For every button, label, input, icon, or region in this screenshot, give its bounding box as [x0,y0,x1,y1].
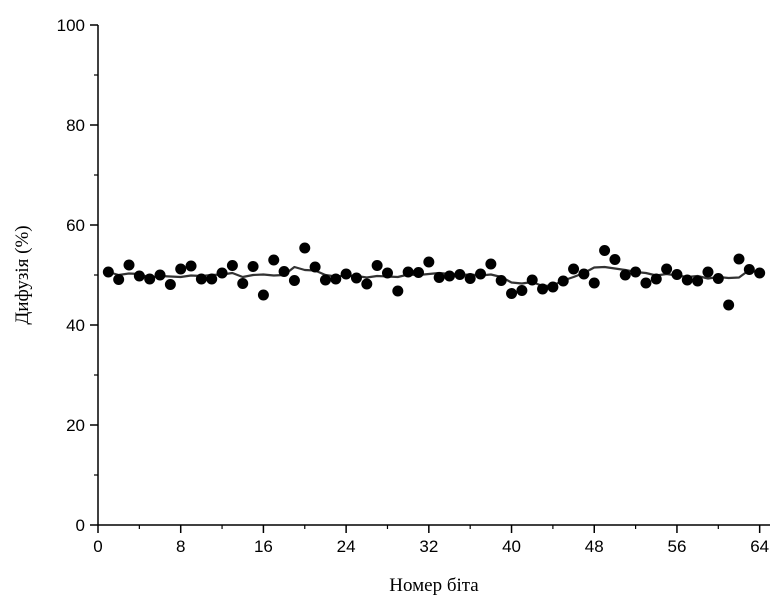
data-point [133,270,145,282]
y-tick-label: 0 [76,516,85,535]
data-point [454,269,466,280]
data-point [578,268,590,280]
data-point [330,273,342,285]
data-point [237,278,249,289]
x-axis-title: Номер біта [389,575,479,596]
x-tick-label: 56 [667,537,686,556]
data-point [444,270,456,282]
x-tick-label: 64 [750,537,769,556]
y-tick-label: 60 [66,216,85,235]
data-point [547,281,559,293]
data-point [433,272,445,283]
data-point [340,268,352,280]
data-point [609,254,621,265]
data-point [640,277,652,289]
data-point [381,267,393,279]
data-point [671,269,683,280]
data-point [113,274,125,285]
data-point [278,266,290,277]
data-point [495,275,507,286]
data-point [361,278,373,290]
data-point [723,299,735,311]
data-point [216,267,228,279]
data-point [195,273,207,285]
data-point [154,269,166,281]
data-point [164,279,176,290]
data-point [123,259,135,271]
data-point [464,273,476,284]
y-tick-label: 20 [66,416,85,435]
data-point [754,267,766,279]
data-point [392,285,404,297]
data-point [619,269,631,281]
data-point [588,277,600,289]
data-point [257,289,269,301]
data-point [599,245,611,256]
data-point [568,263,580,275]
data-point [402,266,414,278]
data-point [506,288,518,299]
data-point [144,273,156,285]
data-point [661,263,673,275]
data-point [268,254,280,266]
x-tick-label: 24 [337,537,356,556]
data-point [630,266,642,278]
x-tick-label: 48 [585,537,604,556]
x-tick-label: 8 [176,537,185,556]
data-point [102,266,114,278]
data-point [681,274,693,286]
y-axis-title: Дифузія (%) [12,225,33,324]
y-tick-label: 100 [57,16,85,35]
data-point [299,242,311,254]
data-point [526,274,538,286]
x-tick-label: 40 [502,537,521,556]
data-point [557,275,569,287]
data-point [423,256,435,268]
y-tick-label: 80 [66,116,85,135]
data-point [226,260,238,271]
x-tick-label: 0 [93,537,102,556]
data-point [412,267,424,278]
data-point [247,261,259,272]
data-point [319,274,331,286]
series-points [102,242,766,311]
tick-labels: 0 8 16 24 32 40 48 56 64 0 20 40 60 80 100 [57,16,769,556]
data-point [309,261,321,273]
data-point [712,273,724,284]
y-tick-label: 40 [66,316,85,335]
data-point [185,260,197,272]
data-point [702,266,714,278]
x-tick-label: 16 [254,537,273,556]
data-point [475,268,487,280]
data-point [350,272,362,284]
data-point [516,285,528,296]
x-tick-label: 32 [419,537,438,556]
data-point [743,264,755,275]
data-point [175,263,187,275]
data-point [485,258,497,270]
data-point [206,273,218,285]
data-point [650,273,662,285]
ticks [90,24,761,533]
data-point [733,253,745,265]
data-point [371,260,383,271]
data-point [288,275,300,286]
data-point [537,283,549,295]
data-point [692,275,704,287]
